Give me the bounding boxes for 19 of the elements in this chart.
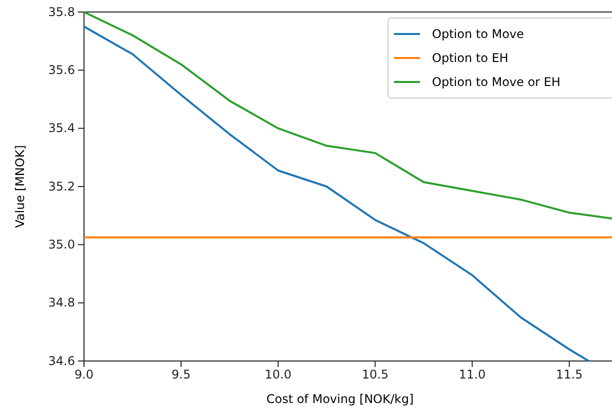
y-tick-label: 35.0	[48, 238, 75, 252]
y-tick-label: 34.6	[48, 354, 75, 368]
x-axis-title: Cost of Moving [NOK/kg]	[266, 392, 414, 406]
legend-label: Option to Move	[432, 27, 524, 41]
y-tick-label: 35.6	[48, 63, 75, 78]
x-tick-label: 10.5	[362, 368, 389, 382]
legend-label: Option to Move or EH	[432, 75, 560, 89]
y-tick-label: 35.4	[48, 121, 75, 136]
x-tick-label: 11.0	[458, 368, 486, 382]
legend-label: Option to EH	[432, 51, 508, 65]
x-tick-label: 11.5	[556, 368, 583, 382]
y-tick-label: 35.8	[48, 4, 75, 19]
y-axis-title: Value [MNOK]	[13, 145, 27, 228]
x-tick-label: 9.5	[172, 368, 191, 382]
y-tick-label: 35.2	[48, 179, 75, 194]
x-tick-label: 9.0	[74, 368, 94, 382]
x-tick-label: 10.0	[264, 368, 292, 382]
y-tick-label: 34.8	[48, 296, 75, 310]
line-series	[84, 26, 590, 362]
